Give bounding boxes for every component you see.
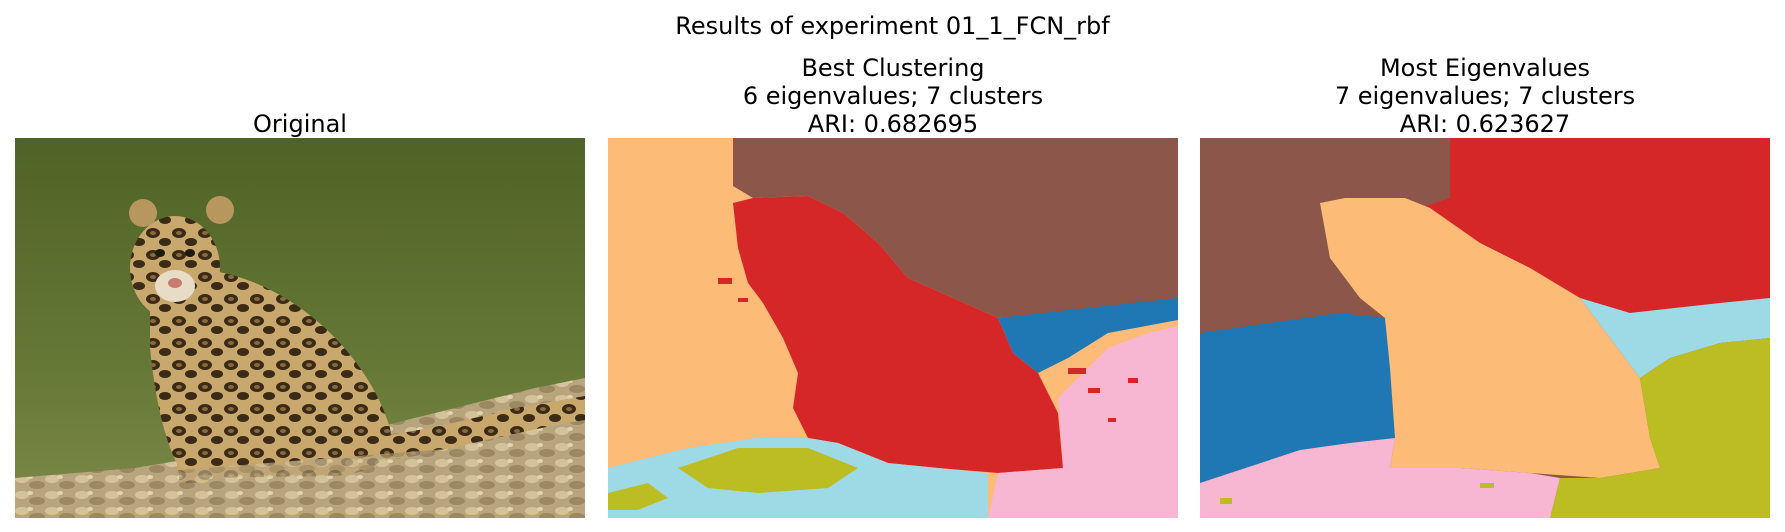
panel-title: Most Eigenvalues 7 eigenvalues; 7 cluste…	[1200, 50, 1770, 138]
panel-title-line-3: ARI: 0.623627	[1399, 110, 1571, 138]
panel-title-line-2: 6 eigenvalues; 7 clusters	[742, 82, 1044, 110]
panel-title-line-1: Most Eigenvalues	[1379, 54, 1591, 82]
panel-title-line-1: Best Clustering	[801, 54, 985, 82]
panel-best-clustering: Best Clustering 6 eigenvalues; 7 cluster…	[608, 50, 1178, 518]
panel-most-eigenvalues: Most Eigenvalues 7 eigenvalues; 7 cluste…	[1200, 50, 1770, 518]
best-clustering-map	[608, 138, 1178, 518]
most-eigenvalues-map	[1200, 138, 1770, 518]
panel-title-line-3: ARI: 0.682695	[807, 110, 979, 138]
panel-title: Best Clustering 6 eigenvalues; 7 cluster…	[608, 50, 1178, 138]
panel-original: Original	[15, 50, 585, 518]
panel-title: Original	[15, 50, 585, 138]
figure-suptitle: Results of experiment 01_1_FCN_rbf	[675, 12, 1110, 40]
panel-title-line-2: 7 eigenvalues; 7 clusters	[1334, 82, 1636, 110]
original-photo	[15, 138, 585, 518]
panel-title-line: Original	[253, 110, 347, 138]
